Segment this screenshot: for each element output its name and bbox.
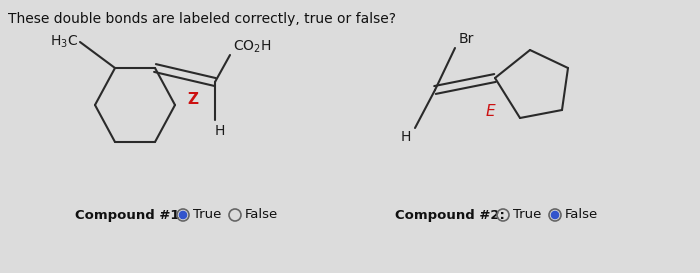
Text: False: False (565, 209, 598, 221)
Text: True: True (193, 209, 221, 221)
Text: E: E (485, 105, 495, 120)
Text: CO$_2$H: CO$_2$H (233, 38, 272, 55)
Text: Compound #2:: Compound #2: (395, 209, 505, 221)
Circle shape (179, 211, 187, 219)
Text: False: False (245, 209, 279, 221)
Text: Br: Br (459, 32, 475, 46)
Text: True: True (513, 209, 541, 221)
Text: H: H (215, 124, 225, 138)
Text: Z: Z (188, 93, 199, 108)
Text: H: H (400, 130, 411, 144)
Text: These double bonds are labeled correctly, true or false?: These double bonds are labeled correctly… (8, 12, 396, 26)
Text: Compound #1:: Compound #1: (75, 209, 185, 221)
Text: H$_3$C: H$_3$C (50, 34, 78, 50)
Circle shape (552, 211, 559, 219)
